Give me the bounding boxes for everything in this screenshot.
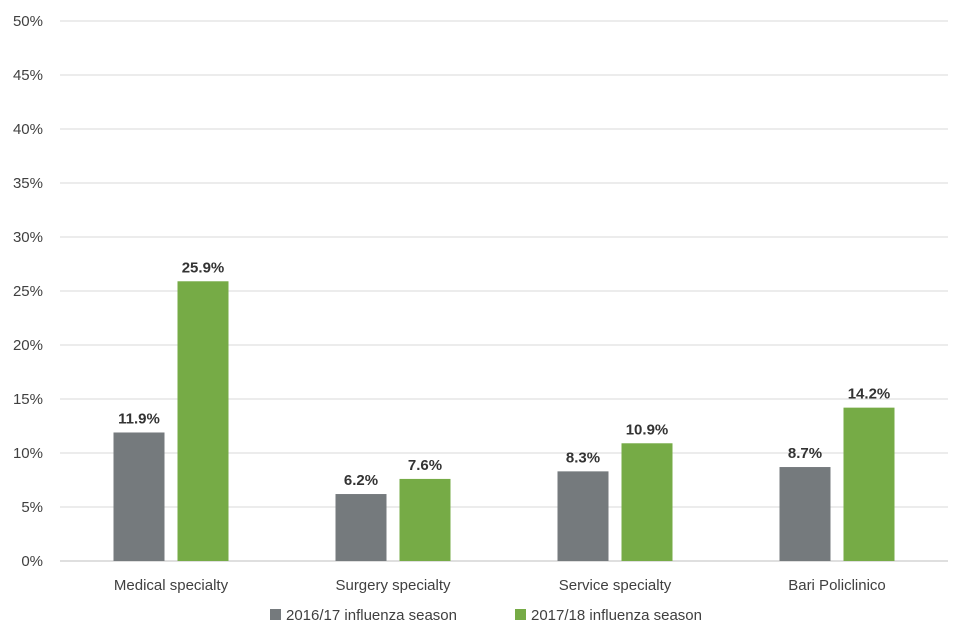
y-tick-label: 25% [13,283,43,300]
bar [113,432,165,561]
data-label: 7.6% [408,457,442,474]
y-tick-label: 15% [13,391,43,408]
data-label: 11.9% [118,410,160,427]
legend-swatch [515,609,526,620]
x-tick-label: Service specialty [559,577,672,594]
x-tick-label: Surgery specialty [335,577,451,594]
y-tick-label: 40% [13,121,43,138]
x-tick-label: Medical specialty [114,577,229,594]
bar [779,467,831,561]
y-tick-label: 45% [13,67,43,84]
y-tick-label: 0% [21,553,43,570]
legend-label: 2016/17 influenza season [286,607,457,624]
data-label: 8.3% [566,449,600,466]
y-tick-label: 10% [13,445,43,462]
y-tick-label: 5% [21,499,43,516]
data-label: 14.2% [848,386,891,403]
data-label: 10.9% [626,421,669,438]
y-tick-label: 20% [13,337,43,354]
bar [177,281,229,561]
data-label: 6.2% [344,472,378,489]
data-label: 25.9% [182,259,225,276]
bar [335,494,387,561]
legend-label: 2017/18 influenza season [531,607,702,624]
y-tick-label: 35% [13,175,43,192]
bar [843,407,895,561]
bar [557,471,609,561]
y-tick-label: 30% [13,229,43,246]
data-label: 8.7% [788,445,822,462]
x-tick-label: Bari Policlinico [788,577,886,594]
legend-swatch [270,609,281,620]
bar [621,443,673,561]
bar [399,478,451,561]
y-tick-label: 50% [13,13,43,30]
